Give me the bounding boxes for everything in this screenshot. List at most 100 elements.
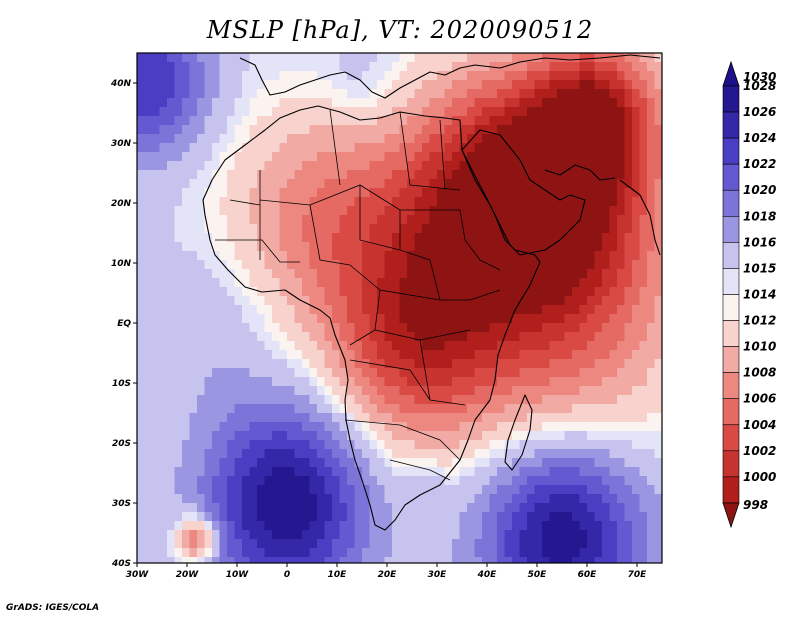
field-cell (204, 359, 213, 369)
field-cell (339, 539, 348, 549)
field-cell (264, 557, 273, 563)
field-cell (474, 359, 483, 369)
field-cell (332, 98, 341, 108)
field-cell (422, 215, 431, 225)
field-cell (392, 98, 401, 108)
field-cell (407, 134, 416, 144)
field-cell (339, 395, 348, 405)
field-cell (174, 440, 183, 450)
field-cell (384, 107, 393, 117)
field-cell (557, 251, 566, 261)
field-cell (489, 215, 498, 225)
field-cell (609, 206, 618, 216)
field-cell (489, 548, 498, 558)
field-cell (527, 125, 536, 135)
field-cell (399, 269, 408, 279)
field-cell (497, 287, 506, 297)
field-cell (594, 350, 603, 360)
field-cell (444, 269, 453, 279)
field-cell (594, 503, 603, 513)
field-cell (549, 98, 558, 108)
field-cell (654, 197, 662, 207)
field-cell (452, 494, 461, 504)
field-cell (602, 161, 611, 171)
field-cell (272, 125, 281, 135)
field-cell (422, 179, 431, 189)
field-cell (242, 89, 251, 99)
colorbar-box (722, 189, 740, 217)
field-cell (362, 368, 371, 378)
field-cell (219, 242, 228, 252)
field-cell (549, 206, 558, 216)
field-cell (197, 350, 206, 360)
field-cell (542, 143, 551, 153)
field-cell (197, 143, 206, 153)
field-cell (654, 377, 662, 387)
field-cell (444, 413, 453, 423)
field-cell (309, 377, 318, 387)
field-cell (234, 170, 243, 180)
field-cell (579, 503, 588, 513)
field-cell (647, 269, 656, 279)
field-cell (197, 89, 206, 99)
field-cell (332, 458, 341, 468)
field-cell (182, 368, 191, 378)
field-cell (444, 179, 453, 189)
field-cell (489, 395, 498, 405)
field-cell (557, 350, 566, 360)
field-cell (482, 116, 491, 126)
field-cell (459, 161, 468, 171)
field-cell (317, 71, 326, 81)
colorbar-label: 1028 (743, 79, 776, 93)
field-cell (624, 287, 633, 297)
lat-tick-label: 20S (112, 439, 131, 449)
field-cell (467, 152, 476, 162)
field-cell (152, 341, 161, 351)
field-cell (189, 305, 198, 315)
field-cell (197, 476, 206, 486)
field-cell (534, 413, 543, 423)
field-cell (144, 296, 153, 306)
field-cell (414, 323, 423, 333)
field-cell (212, 152, 221, 162)
field-cell (632, 215, 641, 225)
field-cell (332, 278, 341, 288)
field-cell (204, 314, 213, 324)
field-cell (534, 170, 543, 180)
field-cell (444, 404, 453, 414)
field-cell (324, 359, 333, 369)
field-cell (182, 314, 191, 324)
field-cell (452, 350, 461, 360)
field-cell (369, 485, 378, 495)
field-cell (482, 143, 491, 153)
field-cell (542, 422, 551, 432)
field-cell (384, 134, 393, 144)
field-cell (579, 278, 588, 288)
field-cell (377, 386, 386, 396)
field-cell (204, 422, 213, 432)
field-cell (219, 98, 228, 108)
field-cell (542, 71, 551, 81)
field-cell (197, 377, 206, 387)
field-cell (609, 530, 618, 540)
field-cell (482, 269, 491, 279)
field-cell (632, 485, 641, 495)
field-cell (534, 287, 543, 297)
field-cell (219, 440, 228, 450)
field-cell (189, 530, 198, 540)
field-cell (437, 278, 446, 288)
field-cell (519, 431, 528, 441)
field-cell (317, 404, 326, 414)
field-cell (624, 332, 633, 342)
field-cell (279, 458, 288, 468)
field-cell (414, 62, 423, 72)
field-cell (137, 260, 146, 270)
field-cell (399, 440, 408, 450)
field-cell (474, 467, 483, 477)
field-cell (249, 476, 258, 486)
field-cell (227, 143, 236, 153)
field-cell (482, 467, 491, 477)
field-cell (534, 404, 543, 414)
field-cell (489, 521, 498, 531)
field-cell (227, 557, 236, 563)
